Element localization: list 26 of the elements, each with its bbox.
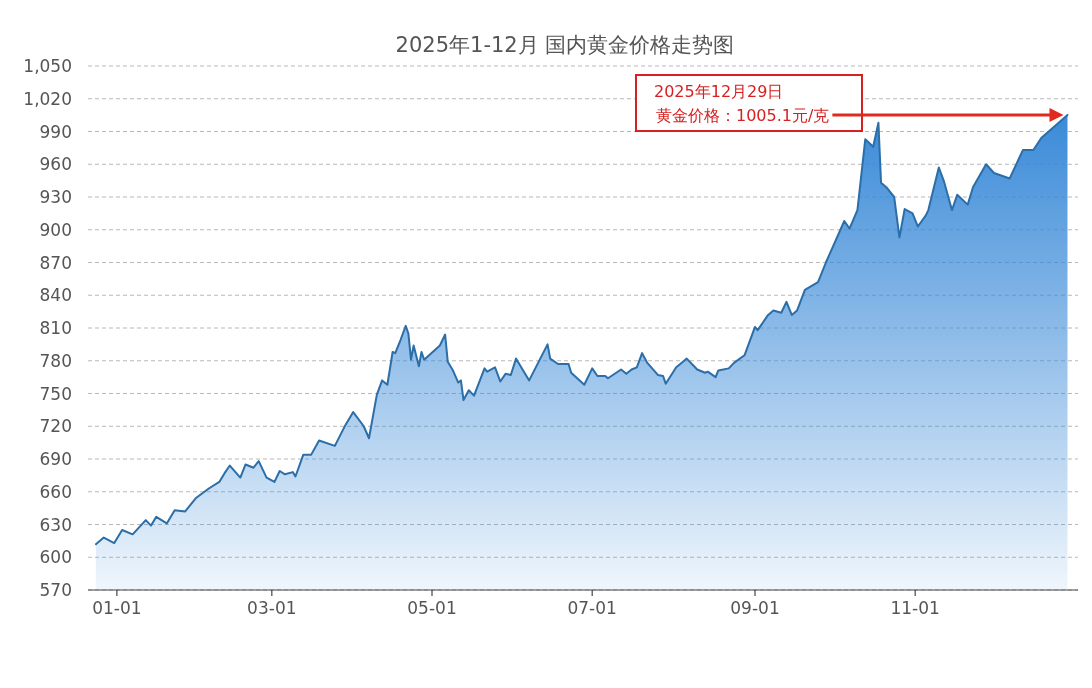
x-tick-label: 03-01 [247, 598, 297, 618]
y-tick-label: 600 [39, 547, 72, 568]
y-tick-label: 990 [39, 121, 72, 142]
y-tick-label: 630 [39, 514, 72, 535]
y-tick-label: 900 [39, 219, 72, 240]
annotation: 2025年12月29日 [654, 82, 784, 102]
x-tick-label: 05-01 [407, 598, 457, 618]
y-tick-label: 960 [39, 154, 72, 175]
annotation: 黄金价格：1005.1元/克 [656, 106, 830, 126]
y-tick-label: 660 [39, 481, 72, 502]
y-tick-label: 870 [39, 252, 72, 273]
chart-title: 2025年1-12月 国内黄金价格走势图 [395, 33, 735, 57]
x-tick-label: 09-01 [730, 598, 780, 618]
y-tick-label: 810 [39, 318, 72, 338]
y-tick-label: 930 [39, 187, 72, 207]
y-tick-label: 1,050 [23, 56, 72, 76]
x-tick-label: 11-01 [890, 598, 940, 618]
y-tick-label: 840 [39, 285, 72, 306]
y-tick-label: 720 [39, 416, 72, 437]
y-tick-label: 1,020 [23, 88, 72, 109]
x-tick-label: 07-01 [567, 598, 617, 618]
x-tick-label: 01-01 [92, 598, 142, 618]
y-tick-label: 570 [39, 580, 72, 600]
y-tick-label: 780 [39, 350, 72, 371]
y-tick-label: 750 [39, 383, 72, 404]
y-tick-label: 690 [39, 449, 72, 469]
